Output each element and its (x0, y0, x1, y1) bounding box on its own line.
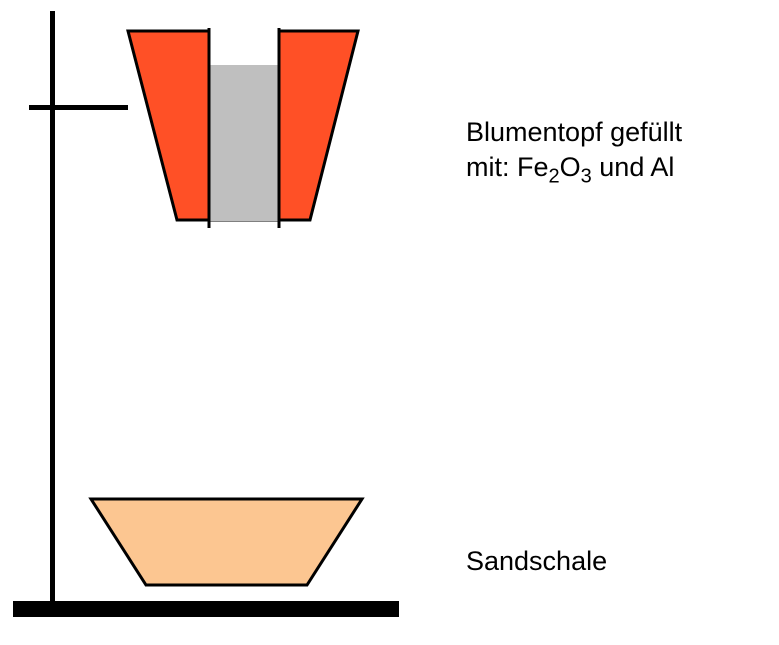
label-pot-line1: Blumentopf gefüllt (466, 117, 682, 147)
sand-bowl (91, 499, 362, 585)
formula-prefix: mit: Fe (466, 152, 549, 182)
formula-mid: O (560, 152, 581, 182)
label-pot-line2: mit: Fe2O3 und Al (466, 152, 674, 182)
stand-base (13, 601, 399, 617)
formula-sub2: 3 (581, 165, 592, 187)
stand-arm (29, 105, 128, 110)
label-flower-pot: Blumentopf gefüllt mit: Fe2O3 und Al (466, 115, 682, 189)
label-sand-bowl: Sandschale (466, 544, 607, 579)
formula-sub1: 2 (549, 165, 560, 187)
pot-fill-white (209, 28, 279, 65)
label-bowl-text: Sandschale (466, 546, 607, 576)
formula-suffix: und Al (592, 152, 675, 182)
stand-pole (50, 11, 55, 601)
diagram-canvas (0, 0, 779, 645)
pot-fill-gray (209, 65, 279, 221)
